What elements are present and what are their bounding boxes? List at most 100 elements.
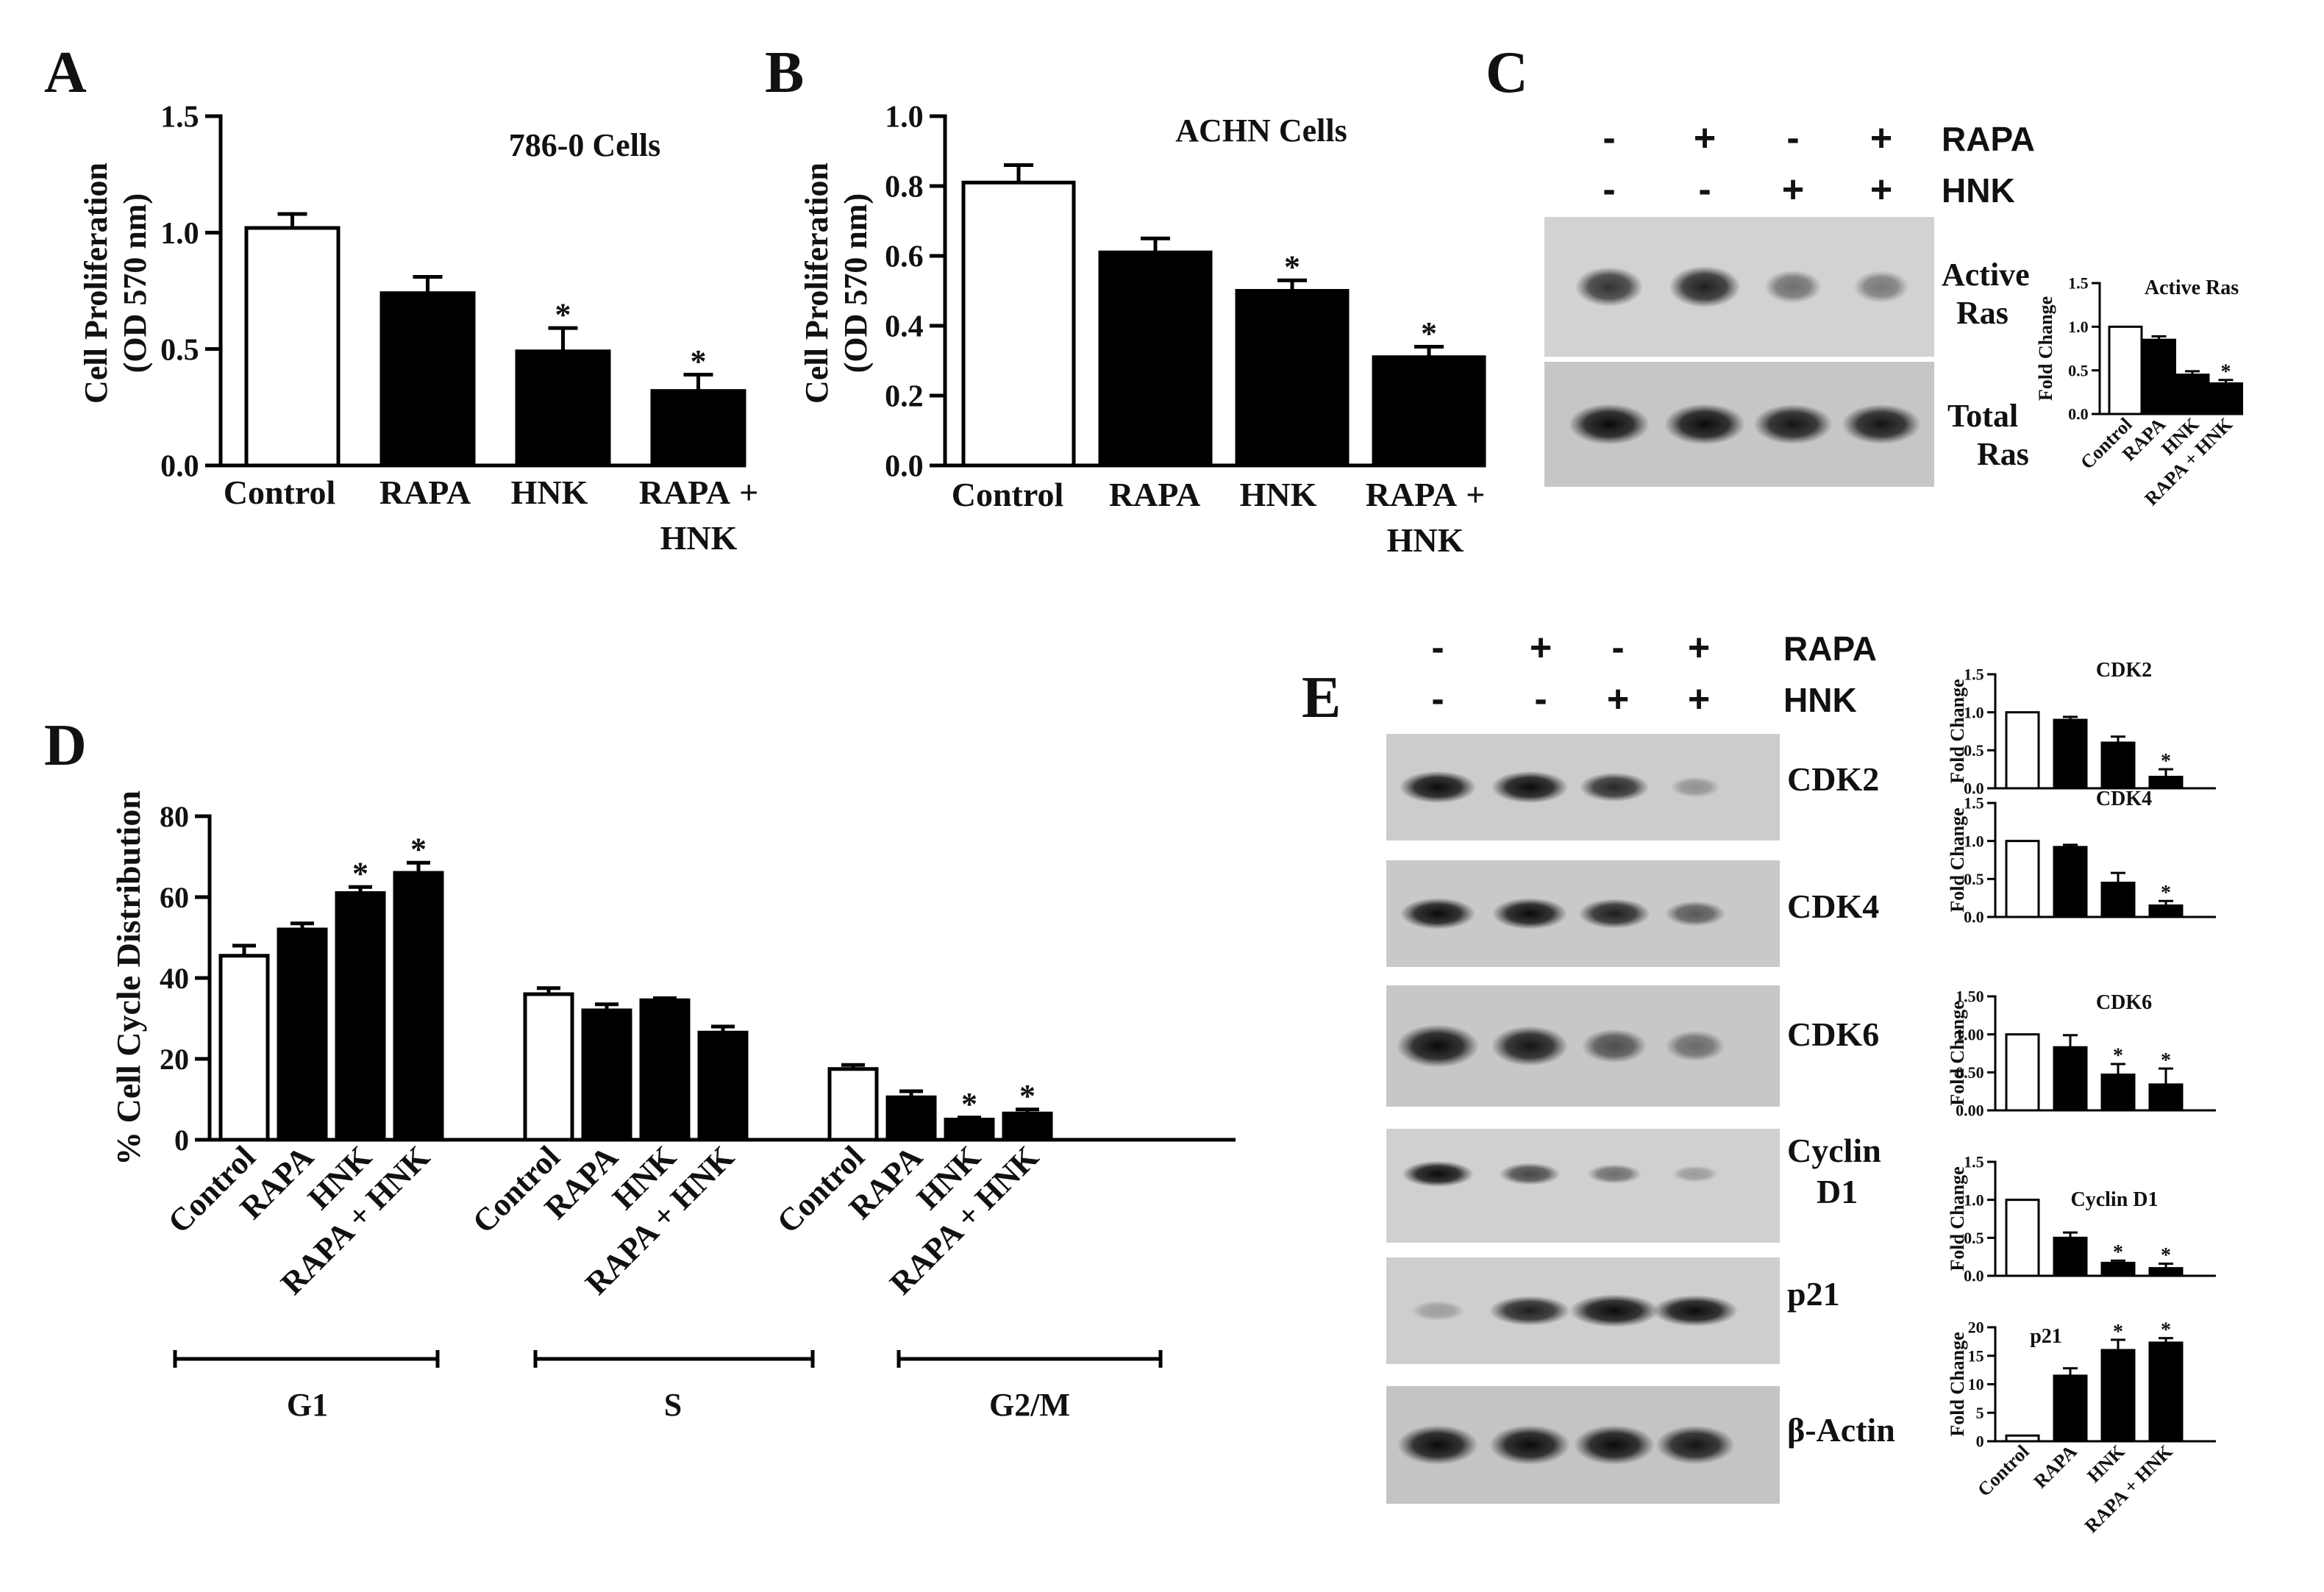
b-xlabel-combo-plus: + bbox=[1466, 476, 1485, 513]
c-hnk-sign-3: + bbox=[1782, 168, 1804, 211]
blot-label-active-ras-1: Active bbox=[1942, 257, 2030, 293]
blot-label-total-ras-2: Ras bbox=[1977, 436, 2029, 472]
blot-band bbox=[1573, 1424, 1655, 1466]
blot-band bbox=[1578, 899, 1650, 929]
panel-letter-e: E bbox=[1302, 665, 1341, 730]
blot-p21 bbox=[1386, 1257, 1780, 1364]
y-tick-label: 1.5 bbox=[160, 101, 199, 135]
bar bbox=[2209, 382, 2243, 415]
significance-star: * bbox=[1421, 315, 1437, 351]
significance-star: * bbox=[1019, 1078, 1036, 1114]
significance-star: * bbox=[2221, 360, 2231, 383]
bar bbox=[1002, 1111, 1053, 1142]
b-xlabel-rapa: RAPA bbox=[1109, 476, 1200, 513]
blot-band bbox=[1670, 777, 1720, 798]
y-tick-label: 0.0 bbox=[885, 450, 924, 484]
bar bbox=[2148, 904, 2184, 918]
e-hnk-label: HNK bbox=[1783, 681, 1857, 719]
bar bbox=[335, 891, 386, 1142]
bar bbox=[2108, 325, 2143, 415]
d-phase-brackets: G1 S G2/M bbox=[173, 1350, 1163, 1423]
significance-star: * bbox=[2113, 1241, 2123, 1264]
bar bbox=[650, 389, 746, 468]
blot-band bbox=[1491, 771, 1569, 804]
blot-band bbox=[1853, 271, 1909, 303]
y-tick-label: 5 bbox=[1976, 1404, 1984, 1422]
blot-label-cdk6: CDK6 bbox=[1787, 1015, 1879, 1053]
e-hnk-sign-3: + bbox=[1607, 678, 1629, 721]
blot-band bbox=[1410, 1300, 1466, 1321]
bar bbox=[244, 226, 341, 468]
y-tick-label: 0.5 bbox=[1964, 1229, 1984, 1247]
panel-letter-d: D bbox=[44, 713, 87, 778]
blot-band bbox=[1575, 267, 1644, 307]
y-tick-label: 0.0 bbox=[160, 450, 199, 484]
y-tick-label: 0.8 bbox=[885, 171, 924, 204]
significance-star: * bbox=[2113, 1321, 2123, 1343]
y-tick-label: 1.5 bbox=[2068, 274, 2089, 293]
blot-label-p21: p21 bbox=[1787, 1275, 1840, 1313]
panel-letter-b: B bbox=[765, 40, 804, 105]
e-treatment-header: - + - + RAPA - - + + HNK bbox=[1431, 627, 1877, 721]
d-group-label-s: S bbox=[664, 1387, 682, 1423]
blot-band bbox=[1581, 1029, 1647, 1063]
y-tick-label: 1.5 bbox=[1964, 1153, 1984, 1171]
bar bbox=[961, 180, 1076, 468]
blot-band bbox=[1764, 270, 1822, 304]
chart-a: 0.0 0.5 1.0 1.5 786-0 Cells * * bbox=[160, 101, 746, 484]
c-rapa-label: RAPA bbox=[1942, 120, 2035, 158]
chart-title: CDK6 bbox=[2096, 991, 2152, 1014]
y-tick-label: 20 bbox=[1968, 1318, 1984, 1337]
western-blots bbox=[1386, 217, 1934, 1504]
y-tick-label: 0.5 bbox=[2068, 361, 2089, 379]
bar bbox=[2005, 840, 2040, 918]
a-ylabel-line1: Cell Proliferation bbox=[78, 163, 114, 404]
bar bbox=[944, 1118, 995, 1142]
bar bbox=[2148, 1083, 2184, 1112]
y-tick-label: 1.0 bbox=[2068, 318, 2089, 336]
a-xlabel-control: Control bbox=[224, 474, 336, 511]
y-tick-label: 15 bbox=[1968, 1346, 1984, 1365]
blot-band bbox=[1489, 1296, 1571, 1326]
chart-title: ACHN Cells bbox=[1175, 113, 1347, 149]
d-bracket-g2m bbox=[897, 1350, 1163, 1368]
significance-star: * bbox=[352, 856, 368, 892]
y-tick-label: 0.50 bbox=[1956, 1063, 1984, 1082]
panel-letter-c: C bbox=[1486, 40, 1528, 105]
a-xlabel-combo-line1: RAPA bbox=[639, 474, 730, 511]
panel-letter-a: A bbox=[44, 40, 87, 105]
e-hnk-sign-2: - bbox=[1534, 678, 1547, 721]
c-rapa-sign-3: - bbox=[1786, 117, 1799, 160]
y-tick-label: 0.2 bbox=[885, 380, 924, 414]
blot-band bbox=[1568, 404, 1650, 445]
bar bbox=[2053, 846, 2088, 918]
e-rapa-sign-1: - bbox=[1431, 627, 1444, 669]
e-hnk-sign-1: - bbox=[1431, 678, 1444, 721]
blot-band bbox=[1402, 1160, 1474, 1188]
y-tick-label: 1.0 bbox=[885, 101, 924, 135]
bar bbox=[2100, 1261, 2136, 1277]
bar bbox=[827, 1067, 879, 1142]
bar bbox=[2148, 1341, 2184, 1443]
a-xlabel-combo-line2: HNK bbox=[660, 519, 738, 557]
blot-band bbox=[1586, 1164, 1642, 1184]
b-ylabel-line2: (OD 570 nm) bbox=[838, 193, 874, 373]
blot-band bbox=[1396, 1024, 1480, 1068]
bar bbox=[277, 927, 328, 1142]
chart-title: CDK4 bbox=[2096, 788, 2152, 810]
chart-title: 786-0 Cells bbox=[509, 127, 661, 163]
a-xlabel-hnk: HNK bbox=[511, 474, 588, 511]
y-tick-label: 0.0 bbox=[1964, 779, 1984, 798]
y-tick-label: 0.5 bbox=[160, 333, 199, 367]
bar bbox=[639, 998, 691, 1142]
chart-b: 0.0 0.2 0.4 0.6 0.8 1.0 ACHN Cells * * bbox=[885, 101, 1486, 484]
y-axis-title: Fold Change bbox=[1947, 807, 1968, 912]
significance-star: * bbox=[2113, 1045, 2123, 1068]
bar bbox=[1372, 355, 1486, 468]
blot-cdk2 bbox=[1386, 734, 1780, 840]
y-tick-label: 1.0 bbox=[1964, 703, 1984, 721]
y-tick-label: 0.00 bbox=[1956, 1102, 1984, 1120]
d-group-label-g2m: G2/M bbox=[989, 1387, 1070, 1423]
bar bbox=[1098, 250, 1213, 468]
